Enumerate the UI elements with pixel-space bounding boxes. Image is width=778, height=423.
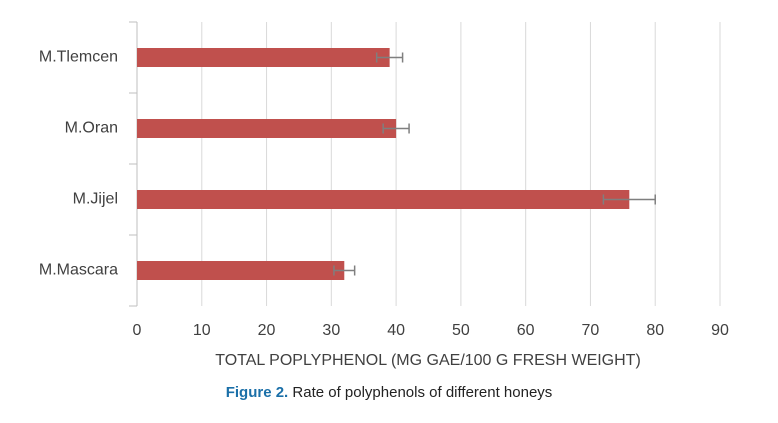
bar <box>137 48 390 67</box>
error-bar <box>382 123 410 134</box>
bar <box>137 119 397 138</box>
x-tick-label: 70 <box>582 322 600 339</box>
caption-label: Figure 2. <box>225 384 289 401</box>
bar <box>137 261 345 280</box>
y-tick-label: M.Tlemcen <box>39 49 118 66</box>
x-tick-label: 0 <box>133 322 142 339</box>
y-tick-label: M.Oran <box>65 120 118 137</box>
bar <box>137 190 630 209</box>
y-tick-label: M.Jijel <box>73 191 118 208</box>
x-tick-label: 60 <box>517 322 535 339</box>
x-tick-label: 20 <box>258 322 276 339</box>
x-tick-label: 40 <box>387 322 405 339</box>
error-bar <box>602 194 656 205</box>
error-bar <box>333 265 356 276</box>
error-bar <box>375 52 404 63</box>
x-tick-label: 90 <box>711 322 729 339</box>
x-tick-label: 10 <box>193 322 211 339</box>
x-tick-label: 80 <box>646 322 664 339</box>
caption: Figure 2. Rate of polyphenols of differe… <box>0 384 778 401</box>
x-axis-title: TOTAL POPLYPHENOL (MG GAE/100 G FRESH WE… <box>215 352 641 369</box>
x-tick-label: 50 <box>452 322 470 339</box>
x-tick-label: 30 <box>322 322 340 339</box>
y-tick-label: M.Mascara <box>39 262 118 279</box>
caption-text: Rate of polyphenols of different honeys <box>292 384 553 401</box>
